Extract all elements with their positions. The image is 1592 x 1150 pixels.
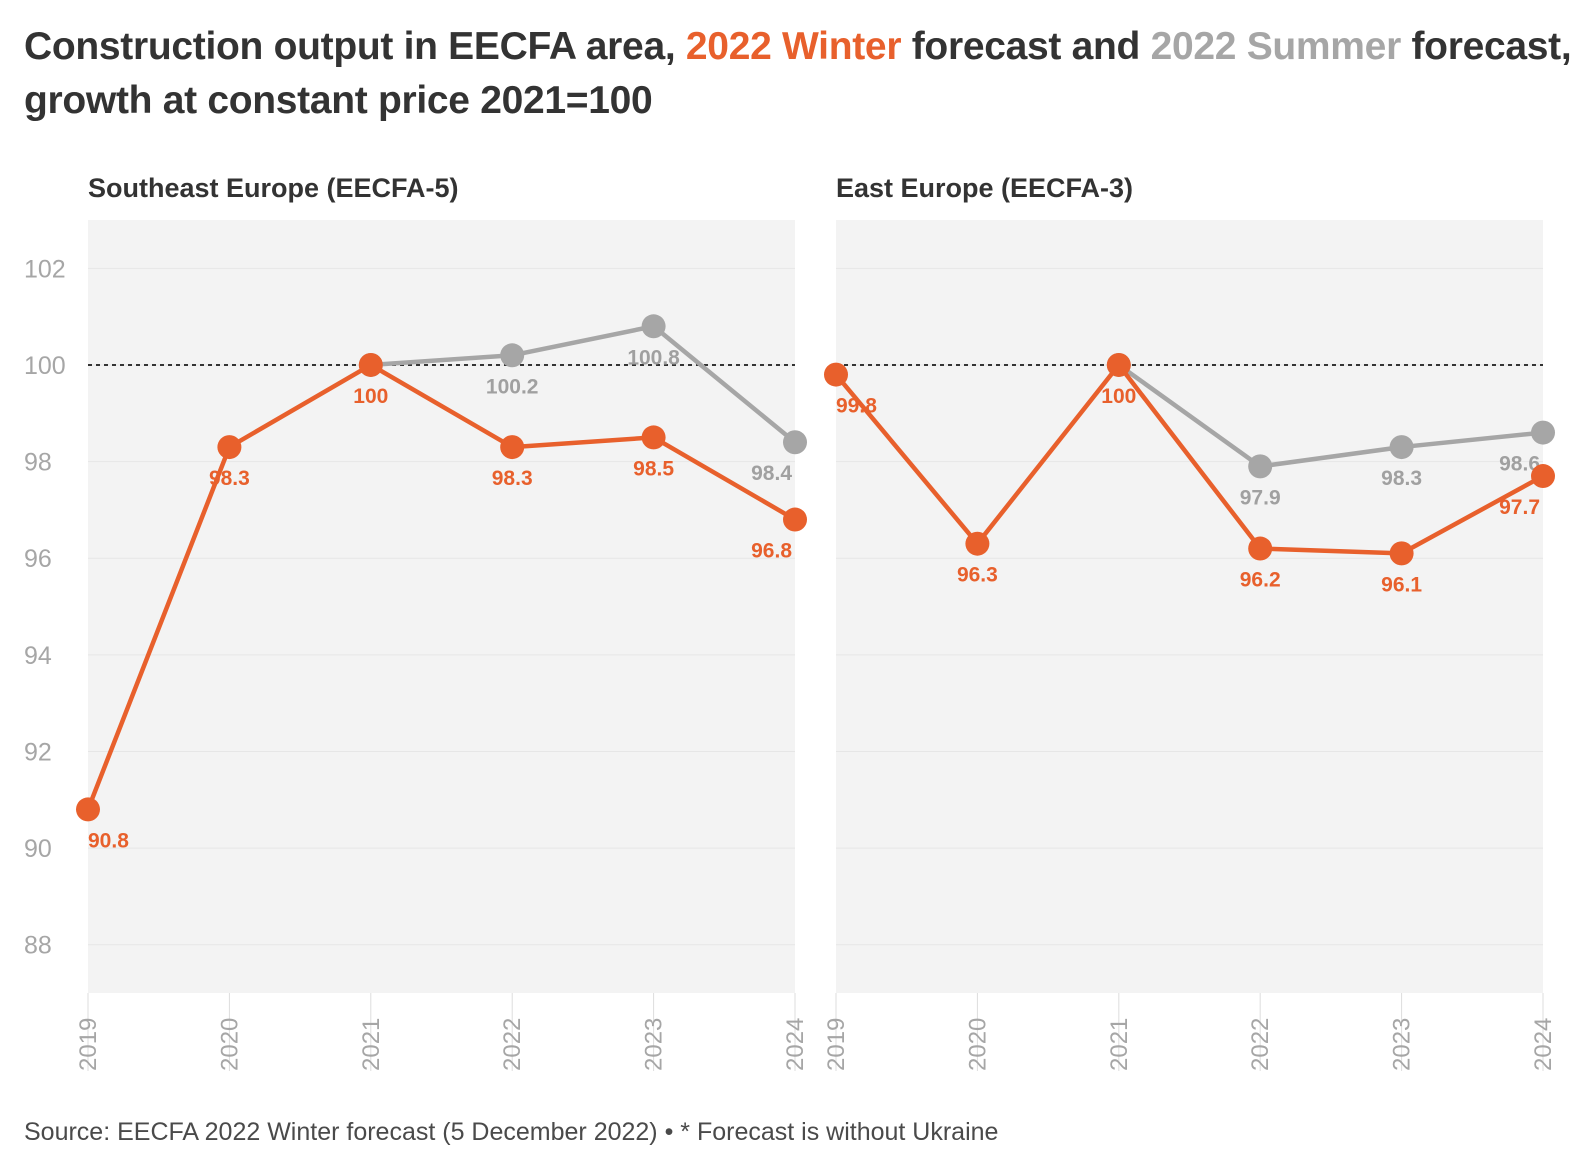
y-tick-label: 94 bbox=[24, 642, 52, 670]
summer-data-point bbox=[500, 343, 525, 368]
x-tick-label: 2024 bbox=[1530, 1018, 1557, 1071]
winter-data-label: 98.5 bbox=[633, 457, 674, 480]
winter-data-label: 100 bbox=[353, 385, 388, 408]
plot-background bbox=[88, 220, 795, 993]
y-tick-label: 98 bbox=[24, 449, 52, 477]
x-tick-label: 2020 bbox=[964, 1018, 991, 1071]
x-tick-label: 2021 bbox=[1106, 1018, 1133, 1071]
winter-data-point bbox=[358, 352, 383, 377]
summer-data-label: 100.2 bbox=[486, 375, 539, 398]
y-tick-label: 90 bbox=[24, 835, 52, 863]
summer-data-point bbox=[1248, 454, 1273, 479]
winter-data-label: 98.3 bbox=[492, 467, 533, 490]
winter-data-point bbox=[824, 362, 848, 387]
summer-data-point bbox=[783, 430, 807, 455]
panel-title: East Europe (EECFA-3) bbox=[836, 173, 1133, 203]
summer-data-label: 100.8 bbox=[627, 346, 680, 369]
winter-data-label: 90.8 bbox=[88, 829, 129, 852]
winter-data-point bbox=[217, 435, 242, 460]
title-part-2: forecast and bbox=[901, 25, 1151, 68]
summer-data-label: 98.6 bbox=[1499, 453, 1540, 476]
winter-data-point bbox=[76, 797, 100, 822]
winter-data-label: 96.8 bbox=[751, 540, 792, 563]
x-tick-label: 2023 bbox=[1389, 1018, 1416, 1071]
title-part-1: Construction output in EECFA area, bbox=[24, 25, 686, 68]
winter-data-point bbox=[965, 531, 990, 556]
x-tick-label: 2021 bbox=[358, 1018, 385, 1071]
winter-data-label: 97.7 bbox=[1499, 496, 1540, 519]
panel-1: Southeast Europe (EECFA-5) 2019 2020 2021 20… bbox=[24, 173, 809, 1071]
winter-series-line bbox=[834, 362, 1545, 556]
title-part-3: forecast, growth at constant price 2021=… bbox=[24, 25, 1572, 122]
winter-data-point bbox=[1531, 464, 1555, 489]
panel-title: Southeast Europe (EECFA-5) bbox=[88, 173, 459, 203]
winter-data-label: 99.8 bbox=[836, 395, 877, 418]
y-tick-label: 92 bbox=[24, 738, 52, 766]
summer-data-label: 98.3 bbox=[1381, 467, 1422, 490]
winter-data-label: 100 bbox=[1101, 385, 1136, 408]
winter-data-point bbox=[641, 425, 666, 450]
y-tick-label: 96 bbox=[24, 545, 52, 573]
panel-2: East Europe (EECFA-3) 2019 2020 2021 2022 202… bbox=[823, 173, 1557, 1071]
plot-background bbox=[836, 220, 1543, 993]
winter-data-point bbox=[783, 507, 807, 532]
winter-data-point bbox=[1389, 541, 1414, 566]
x-tick-label: 2020 bbox=[216, 1018, 243, 1071]
y-tick-label: 102 bbox=[24, 255, 66, 283]
winter-data-label: 96.2 bbox=[1240, 569, 1281, 592]
x-tick-label: 2019 bbox=[823, 1018, 850, 1071]
x-tick-label: 2022 bbox=[1247, 1018, 1274, 1071]
x-tick-label: 2023 bbox=[641, 1018, 668, 1071]
x-tick-label: 2024 bbox=[782, 1018, 809, 1071]
source-note: Source: EECFA 2022 Winter forecast (5 De… bbox=[24, 1118, 999, 1146]
x-tick-label: 2019 bbox=[75, 1018, 102, 1071]
winter-data-label: 96.1 bbox=[1381, 573, 1422, 596]
y-tick-label: 88 bbox=[24, 932, 52, 960]
winter-data-point bbox=[1106, 352, 1131, 377]
chart-title: Construction output in EECFA area, 2022 … bbox=[24, 20, 1574, 128]
winter-data-label: 98.3 bbox=[209, 467, 250, 490]
y-tick-label: 100 bbox=[24, 352, 66, 380]
winter-data-label: 96.3 bbox=[957, 564, 998, 587]
summer-data-point bbox=[641, 314, 666, 339]
title-summer-highlight: 2022 Summer bbox=[1150, 25, 1402, 68]
title-winter-highlight: 2022 Winter bbox=[685, 25, 902, 68]
winter-data-point bbox=[500, 435, 525, 460]
summer-series-line bbox=[370, 324, 797, 444]
winter-series-line bbox=[85, 362, 797, 811]
summer-data-label: 98.4 bbox=[751, 462, 792, 485]
summer-data-point bbox=[1531, 420, 1555, 445]
winter-data-point bbox=[1248, 536, 1273, 561]
summer-series-line bbox=[1117, 363, 1544, 469]
x-tick-label: 2022 bbox=[499, 1018, 526, 1071]
summer-data-label: 97.9 bbox=[1240, 486, 1281, 509]
summer-data-point bbox=[1389, 435, 1414, 460]
